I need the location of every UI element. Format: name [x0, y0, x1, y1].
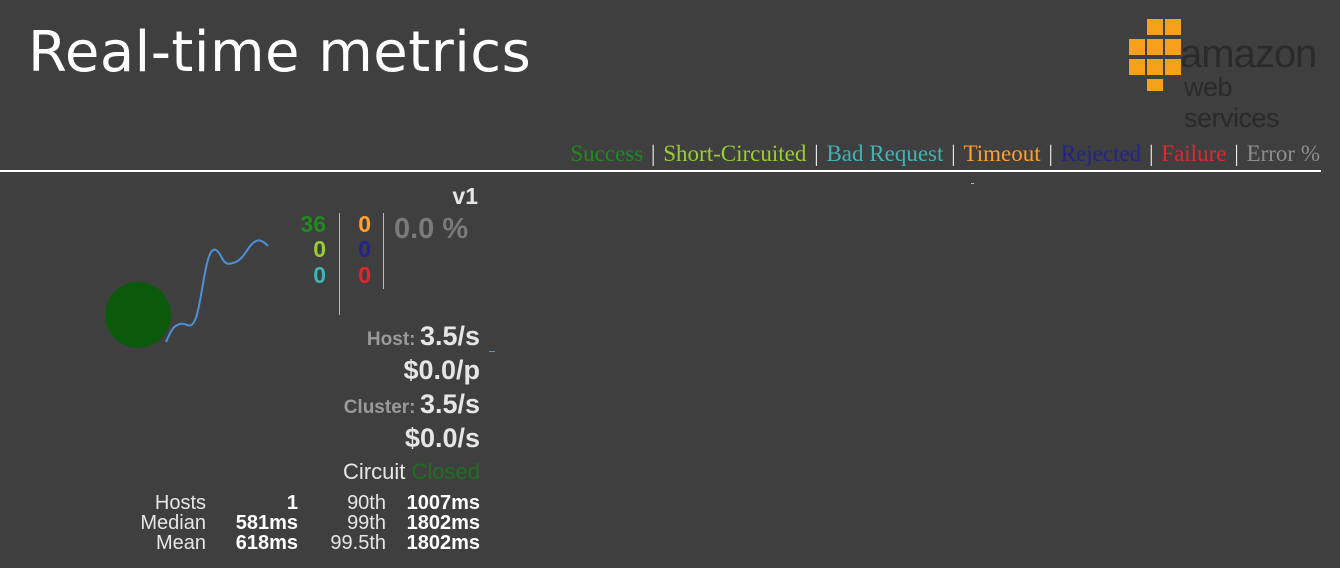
sparkline-baseline: [489, 351, 495, 352]
host-rate: 3.5/s: [419, 321, 480, 351]
tick-mark: [971, 183, 974, 184]
host-cost-row: $0.0/p: [403, 355, 480, 386]
logo-webservices-text: web services: [1184, 72, 1280, 133]
rejected-count: 0: [358, 236, 371, 262]
count-separator-left: [339, 213, 340, 315]
rate-sparkline: [165, 239, 269, 343]
logo-amazon-text: amazon: [1180, 32, 1317, 76]
success-count: 36: [300, 211, 326, 237]
circuit-name: v1: [452, 183, 478, 209]
cluster-cost-row: $0.0/s: [405, 423, 480, 454]
p99-label: 99th: [347, 512, 386, 534]
legend: Success | Short-Circuited | Bad Request …: [570, 141, 1320, 166]
legend-success: Success: [570, 141, 644, 166]
circuit-label: Circuit: [343, 459, 406, 484]
legend-bad-request: Bad Request: [826, 141, 944, 166]
legend-timeout: Timeout: [963, 141, 1041, 166]
aws-logo: amazon web services: [1126, 16, 1330, 133]
host-label: Host:: [366, 329, 416, 350]
p90-label: 90th: [347, 492, 386, 514]
legend-failure: Failure: [1161, 141, 1227, 166]
timeout-count: 0: [358, 211, 371, 237]
aws-cubes-icon: [1127, 17, 1183, 93]
cluster-cost: $0.0/s: [404, 423, 480, 453]
bad-request-count: 0: [313, 262, 326, 288]
p99-value: 1802ms: [406, 512, 480, 534]
hosts-label: Hosts: [154, 492, 206, 514]
host-cost: $0.0/p: [403, 355, 480, 385]
mean-label: Mean: [155, 532, 206, 554]
circuit-status-row: Circuit Closed: [343, 459, 480, 485]
legend-error-percent: Error %: [1246, 141, 1320, 166]
median-label: Median: [140, 512, 206, 534]
p90-value: 1007ms: [406, 492, 480, 514]
failure-count: 0: [358, 262, 371, 288]
divider: [0, 170, 1321, 172]
count-separator-right: [383, 213, 384, 289]
p995-label: 99.5th: [330, 532, 386, 554]
cluster-rate: 3.5/s: [419, 389, 480, 419]
page-title: Real-time metrics: [28, 20, 532, 85]
short-circuited-count: 0: [313, 236, 326, 262]
legend-rejected: Rejected: [1060, 141, 1142, 166]
legend-short-circuited: Short-Circuited: [663, 141, 807, 166]
mean-value: 618ms: [235, 532, 298, 554]
health-circle: [105, 282, 171, 348]
cluster-rate-row: Cluster: 3.5/s: [344, 389, 480, 420]
cluster-label: Cluster:: [343, 397, 416, 418]
median-value: 581ms: [235, 512, 298, 534]
circuit-status: Closed: [411, 459, 480, 484]
p995-value: 1802ms: [406, 532, 480, 554]
host-rate-row: Host: 3.5/s: [367, 321, 480, 352]
hosts-value: 1: [286, 492, 298, 514]
error-percent: 0.0 %: [394, 213, 469, 245]
